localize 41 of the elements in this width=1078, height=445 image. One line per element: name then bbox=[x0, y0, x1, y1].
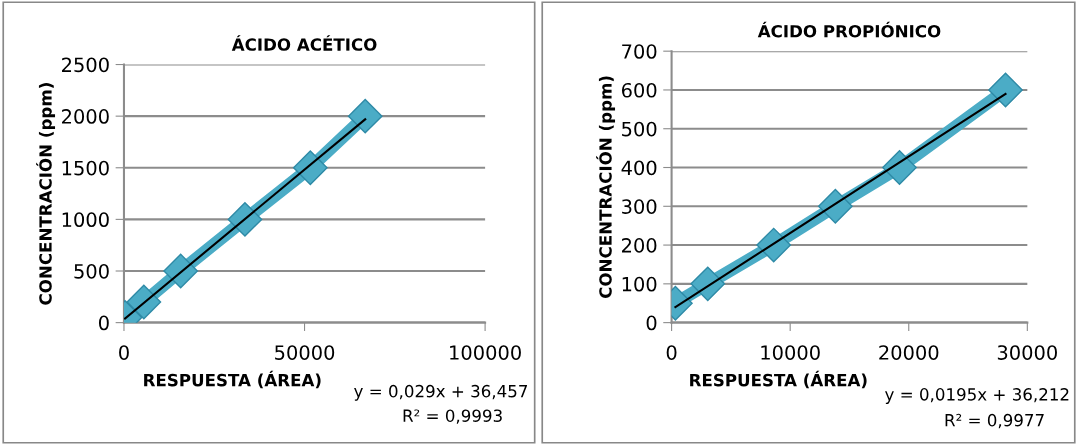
y-tick-label: 200 bbox=[622, 238, 657, 253]
point bbox=[227, 201, 263, 237]
x-tick-label: 0 bbox=[119, 345, 129, 360]
point bbox=[690, 266, 726, 302]
y-tick-label: 1500 bbox=[62, 160, 109, 176]
point bbox=[756, 227, 792, 263]
point bbox=[292, 150, 328, 186]
point bbox=[817, 188, 853, 224]
y-tick-label: 700 bbox=[622, 44, 657, 59]
point bbox=[347, 98, 383, 134]
x-tick-label: 50000 bbox=[275, 345, 335, 360]
x-tick-label: 100000 bbox=[450, 345, 521, 360]
y-tick-label: 400 bbox=[621, 160, 657, 176]
y-tick-label: 0 bbox=[98, 315, 109, 331]
y-tick-label: 2000 bbox=[62, 109, 109, 124]
x-axis-title: RESPUESTA (ÁREA) bbox=[690, 370, 867, 389]
point bbox=[882, 150, 917, 185]
x-axis-title: RESPUESTA (ÁREA) bbox=[144, 370, 321, 389]
text: y = 0,029x + 36,457 bbox=[354, 384, 528, 401]
text: R² = 0,9993 bbox=[403, 409, 502, 424]
chart-title: ÁCIDO ACÉTICO bbox=[231, 35, 377, 51]
y-tick-label: 1000 bbox=[62, 212, 109, 228]
y-tick-label: 100 bbox=[622, 276, 657, 292]
x-tick-label: 30000 bbox=[997, 345, 1057, 360]
y-tick-label: 500 bbox=[622, 121, 657, 137]
y-tick-label: 2500 bbox=[62, 57, 109, 73]
point bbox=[163, 253, 199, 289]
text: y = 0,0195x + 36,212 bbox=[885, 388, 1069, 404]
text: R² = 0,9977 bbox=[945, 413, 1044, 429]
x-tick-label: 20000 bbox=[879, 345, 939, 360]
x-tick-label: 10000 bbox=[761, 345, 820, 360]
point bbox=[126, 284, 162, 320]
y-tick-label: 0 bbox=[646, 315, 657, 331]
y-tick-label: 300 bbox=[622, 199, 657, 214]
y-axis-title: CONCENTRACIÓN (ppm) bbox=[596, 76, 616, 298]
y-tick-label: 600 bbox=[621, 82, 657, 98]
x-tick-label: 0 bbox=[666, 345, 677, 360]
y-axis-title: CONCENTRACIÓN (ppm) bbox=[36, 83, 56, 305]
point bbox=[988, 72, 1023, 108]
y-tick-label: 500 bbox=[74, 263, 109, 279]
chart-title: ÁCIDO PROPIÓNICO bbox=[757, 21, 941, 38]
